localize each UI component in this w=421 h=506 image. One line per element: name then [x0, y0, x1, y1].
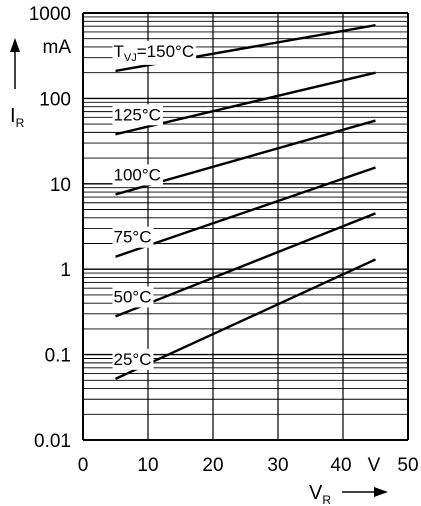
series-label-0: TVJ=150°C — [114, 42, 195, 64]
y-tick-label: 1000 — [29, 4, 71, 25]
series-label-prefix: T — [114, 42, 124, 61]
y-axis-arrow-head — [10, 38, 20, 52]
series-label-1: 125°C — [114, 105, 161, 124]
series-line-3 — [115, 166, 376, 258]
x-tick-label: 50 — [397, 455, 418, 476]
series-label-background — [112, 348, 154, 370]
y-tick-label: 1 — [60, 260, 71, 281]
x-unit-label: V — [368, 455, 381, 476]
x-axis-title-main: V — [309, 482, 323, 504]
y-axis-title-main: I — [10, 105, 16, 127]
series-labels: TVJ=150°C 125°C 100°C 75°C 50°C 25°C — [112, 40, 197, 370]
y-tick-label: 10 — [50, 175, 71, 196]
x-axis-title-subscript: R — [322, 493, 331, 506]
series-line-4 — [115, 212, 376, 318]
x-tick-label: 0 — [78, 455, 89, 476]
series-label-background — [112, 104, 163, 126]
y-tick-label: 0.01 — [34, 431, 71, 452]
series-label-name: =150°C — [137, 42, 194, 61]
series-label-5: 25°C — [114, 350, 152, 369]
y-tick-label: 0.1 — [45, 346, 71, 367]
tick-labels: 1000 100 10 1 0.1 0.01 mA 0 10 20 30 40 50 V — [29, 4, 419, 476]
grid — [82, 12, 409, 441]
x-tick-label: 40 — [330, 455, 351, 476]
x-tick-label: 30 — [267, 455, 288, 476]
series-line-5 — [114, 258, 377, 380]
series-label-background — [112, 164, 163, 186]
x-axis-title: VR — [309, 482, 331, 506]
x-tick-label: 20 — [202, 455, 223, 476]
series-label-3: 75°C — [114, 228, 152, 247]
series-label-2: 100°C — [114, 165, 161, 184]
series-label-subscript: VJ — [124, 52, 137, 64]
y-unit-label: mA — [43, 37, 72, 58]
series-lines — [114, 24, 377, 380]
x-axis-arrow-head — [374, 487, 388, 497]
y-tick-label: 100 — [39, 89, 71, 110]
y-axis-title: IR — [10, 105, 25, 130]
series-label-background — [112, 226, 154, 248]
series-label-4: 50°C — [114, 287, 152, 306]
series-label-background — [112, 40, 197, 65]
x-tick-label: 10 — [137, 455, 158, 476]
y-axis-title-subscript: R — [16, 116, 25, 130]
series-label-background — [112, 286, 154, 308]
